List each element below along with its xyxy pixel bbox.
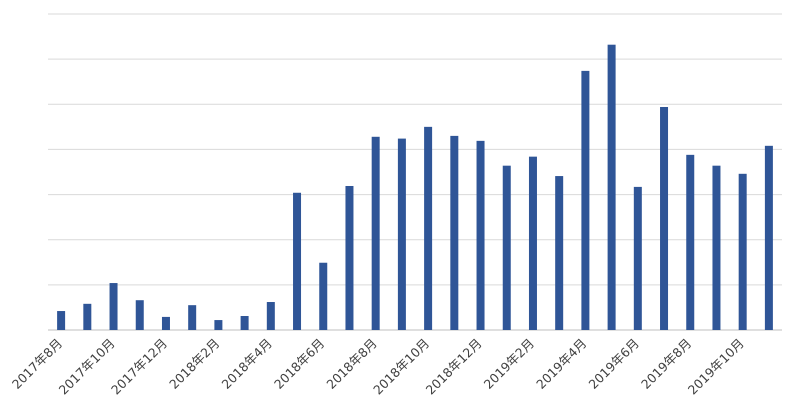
bar: [607, 44, 616, 330]
bar: [345, 185, 354, 330]
bar: [738, 173, 747, 330]
bar: [764, 145, 773, 330]
x-tick-label: 2017年12月: [108, 336, 170, 398]
x-tick-label: 2019年8月: [638, 336, 694, 392]
bar: [135, 300, 144, 330]
bar: [555, 176, 564, 330]
bar: [686, 154, 695, 330]
bar: [450, 135, 459, 330]
x-tick-label: 2018年2月: [166, 336, 222, 392]
x-tick-label: 2018年6月: [271, 336, 327, 392]
x-tick-label: 2019年10月: [685, 336, 747, 398]
bar: [581, 70, 590, 330]
x-tick-label: 2019年6月: [586, 336, 642, 392]
bar: [424, 126, 433, 330]
bar: [214, 320, 223, 330]
x-tick-label: 2018年12月: [423, 336, 485, 398]
bar: [161, 316, 170, 330]
bar: [712, 165, 721, 330]
bar: [371, 136, 380, 330]
bar: [660, 106, 669, 330]
x-tick-label: 2017年8月: [9, 336, 65, 392]
bar: [83, 303, 92, 330]
bar: [57, 311, 66, 330]
bar: [397, 138, 406, 330]
bar: [502, 165, 511, 330]
bar: [109, 283, 118, 330]
x-tick-label: 2018年8月: [323, 336, 379, 392]
bar: [633, 186, 642, 330]
x-tick-label: 2019年4月: [533, 336, 589, 392]
x-tick-label: 2018年4月: [219, 336, 275, 392]
bar: [528, 156, 537, 330]
bar: [293, 192, 302, 330]
x-tick-label: 2019年2月: [481, 336, 537, 392]
bar: [476, 140, 485, 330]
bar: [266, 302, 275, 330]
bar: [188, 305, 197, 330]
bar: [240, 316, 249, 330]
bar: [319, 262, 328, 330]
